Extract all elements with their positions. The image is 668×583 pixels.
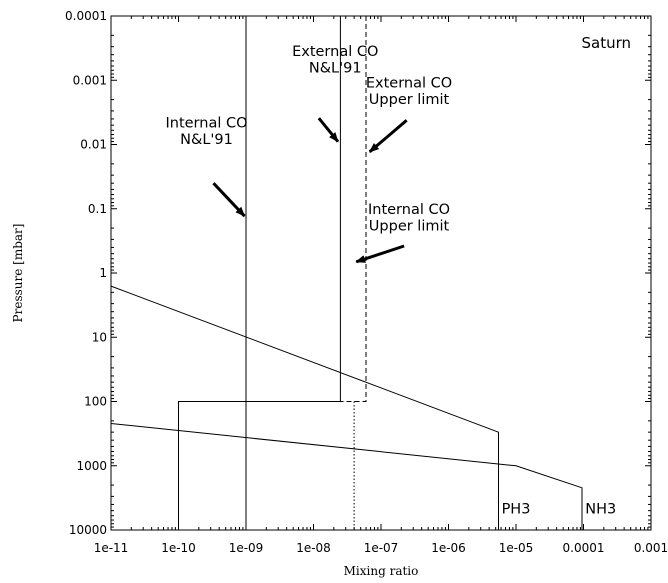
ticks-layer: 1e-11 1e-10 1e-09 1e-08 1e-07 1e-06 1e-05 0.000… xyxy=(65,9,668,555)
x-tick-label: 1e-05 xyxy=(499,541,534,555)
annotation-arrow xyxy=(368,119,408,153)
y-tick-label: 0.1 xyxy=(88,202,107,216)
annotation-arrow xyxy=(317,117,340,143)
series-line-1 xyxy=(178,16,341,530)
y-tick-label: 100 xyxy=(84,395,107,409)
x-tick-label: 1e-11 xyxy=(94,541,129,555)
x-axis-title: Mixing ratio xyxy=(344,564,419,578)
annotation-arrow xyxy=(355,244,405,264)
x-tick-label: 0.0001 xyxy=(563,541,605,555)
y-tick-label: 0.0001 xyxy=(65,9,107,23)
y-tick-label: 1 xyxy=(99,266,107,280)
x-tick-label: 1e-09 xyxy=(229,541,264,555)
y-tick-label: 0.001 xyxy=(73,73,107,87)
y-axis-title: Pressure [mbar] xyxy=(11,224,25,323)
y-tick-label: 10 xyxy=(92,330,107,344)
series-line-4 xyxy=(110,285,499,530)
chart-title: Saturn xyxy=(581,34,631,52)
x-tick-label: 1e-07 xyxy=(364,541,399,555)
x-tick-label: 1e-08 xyxy=(296,541,331,555)
x-tick-label: 0.001 xyxy=(634,541,668,555)
annotation-label: Internal CO N&L'91 xyxy=(165,115,247,148)
annotation-label: External CO N&L'91 xyxy=(292,44,378,77)
series-layer xyxy=(110,16,583,530)
annotation-label: PH3 xyxy=(502,501,531,517)
annotation-arrow xyxy=(212,182,246,218)
series-line-5 xyxy=(110,423,583,530)
annotation-label: Internal CO Upper limit xyxy=(368,202,450,235)
series-line-2 xyxy=(246,16,367,402)
y-tick-label: 1000 xyxy=(76,459,107,473)
y-tick-label: 0.01 xyxy=(80,138,107,152)
x-tick-label: 1e-10 xyxy=(161,541,196,555)
y-tick-label: 10000 xyxy=(69,523,107,537)
annotation-label: External CO Upper limit xyxy=(366,76,452,109)
annotation-label: NH3 xyxy=(585,501,616,517)
x-tick-label: 1e-06 xyxy=(431,541,466,555)
